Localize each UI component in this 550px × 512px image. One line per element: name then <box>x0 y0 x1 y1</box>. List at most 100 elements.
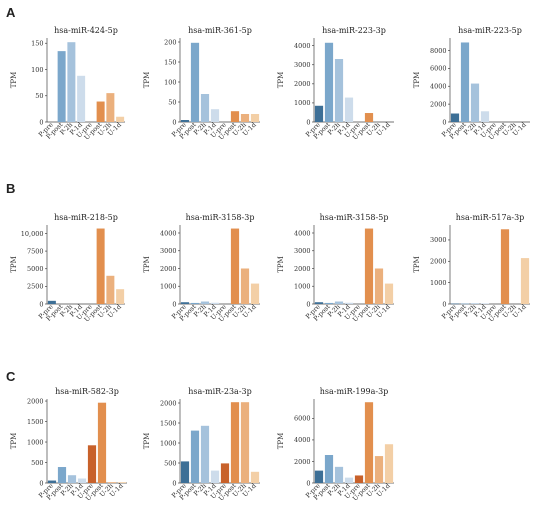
chart-title: hsa-miR-582-3p <box>55 387 119 396</box>
y-axis-label: TPM <box>413 72 421 89</box>
y-tick-label: 5000 <box>27 265 44 273</box>
y-axis-label: TPM <box>143 72 151 89</box>
chart-title: hsa-miR-223-3p <box>322 26 386 35</box>
chart-7: hsa-miR-517a-3p0100020003000TPMP-preP-po… <box>413 213 530 324</box>
chart-0: hsa-miR-424-5p050100150TPMP-preP-postP-2… <box>10 26 125 142</box>
bar <box>364 228 374 304</box>
bar <box>450 303 460 305</box>
bar <box>67 42 76 123</box>
y-tick-label: 3000 <box>294 61 311 69</box>
bar <box>324 42 334 122</box>
bar <box>470 83 480 122</box>
bar <box>200 94 210 122</box>
chart-title: hsa-miR-361-5p <box>188 26 252 35</box>
y-tick-label: 0 <box>39 479 43 487</box>
bar <box>450 113 460 122</box>
bar <box>220 463 230 483</box>
y-axis-label: TPM <box>277 72 285 89</box>
chart-4: hsa-miR-218-5p025005000750010,000TPMP-pr… <box>10 213 125 324</box>
bar <box>180 120 190 122</box>
panel-label-a: A <box>6 5 16 20</box>
bar <box>344 302 354 304</box>
y-tick-label: 4000 <box>160 229 177 237</box>
y-tick-label: 2000 <box>160 399 177 407</box>
chart-title: hsa-miR-517a-3p <box>456 213 525 222</box>
y-tick-label: 1000 <box>294 99 311 107</box>
bar <box>77 75 86 122</box>
chart-title: hsa-miR-3158-3p <box>186 213 255 222</box>
bar <box>250 283 260 304</box>
bar <box>57 51 66 122</box>
bar <box>200 301 210 304</box>
bar <box>520 258 530 304</box>
y-tick-label: 200 <box>164 38 176 46</box>
y-axis-label: TPM <box>413 256 421 273</box>
y-tick-label: 2000 <box>294 458 311 466</box>
y-axis-label: TPM <box>10 256 18 273</box>
bar <box>470 303 480 304</box>
bar <box>460 303 470 305</box>
y-tick-label: 500 <box>31 459 43 467</box>
chart-10: hsa-miR-199a-3p0200040006000TPMP-preP-po… <box>277 387 394 503</box>
y-tick-label: 0 <box>306 479 310 487</box>
y-tick-label: 3000 <box>294 247 311 255</box>
bar <box>460 42 470 122</box>
bar <box>324 302 334 304</box>
y-tick-label: 0 <box>306 300 310 308</box>
y-axis-label: TPM <box>143 433 151 450</box>
y-tick-label: 2000 <box>294 80 311 88</box>
bar <box>314 302 324 304</box>
chart-9: hsa-miR-23a-3p0500100015002000TPMP-preP-… <box>143 387 260 503</box>
y-axis-label: TPM <box>277 256 285 273</box>
y-tick-label: 1000 <box>430 279 447 287</box>
y-axis-label: TPM <box>143 256 151 273</box>
bar <box>200 425 210 483</box>
bar <box>384 444 394 483</box>
bar <box>106 93 115 122</box>
y-tick-label: 2000 <box>430 258 447 266</box>
bar <box>190 430 200 483</box>
chart-5: hsa-miR-3158-3p01000200030004000TPMP-pre… <box>143 213 260 324</box>
chart-title: hsa-miR-223-5p <box>458 26 522 35</box>
y-tick-label: 50 <box>168 98 176 106</box>
bar <box>500 229 510 304</box>
bar <box>364 402 374 483</box>
y-tick-label: 500 <box>164 459 176 467</box>
bar <box>324 455 334 483</box>
y-tick-label: 8000 <box>430 47 447 55</box>
y-tick-label: 100 <box>164 78 176 86</box>
bar <box>180 461 190 483</box>
bar <box>97 402 107 483</box>
y-tick-label: 0 <box>39 118 43 126</box>
bar <box>230 228 240 304</box>
y-tick-label: 2000 <box>27 397 44 405</box>
y-tick-label: 0 <box>172 479 176 487</box>
bar <box>314 105 324 122</box>
bar <box>480 111 490 122</box>
bar <box>334 466 344 483</box>
bar <box>116 289 125 304</box>
bar <box>364 113 374 122</box>
bar <box>480 303 490 304</box>
bar <box>384 283 394 304</box>
y-tick-label: 7500 <box>27 247 44 255</box>
y-axis-label: TPM <box>10 433 18 450</box>
y-tick-label: 1000 <box>160 439 177 447</box>
y-tick-label: 4000 <box>294 436 311 444</box>
bar <box>334 301 344 304</box>
y-tick-label: 10,000 <box>21 230 44 238</box>
y-tick-label: 0 <box>39 300 43 308</box>
chart-8: hsa-miR-582-3p0500100015002000TPMP-preP-… <box>10 387 127 503</box>
y-tick-label: 2000 <box>160 265 177 273</box>
bar <box>250 114 260 122</box>
y-tick-label: 6000 <box>430 65 447 73</box>
bar <box>230 111 240 122</box>
y-tick-label: 1500 <box>160 419 177 427</box>
panel-label-c: C <box>6 369 16 384</box>
bar <box>334 59 344 122</box>
y-tick-label: 1000 <box>294 283 311 291</box>
bar <box>180 302 190 304</box>
chart-title: hsa-miR-199a-3p <box>320 387 389 396</box>
y-tick-label: 0 <box>172 300 176 308</box>
bar <box>87 445 97 483</box>
